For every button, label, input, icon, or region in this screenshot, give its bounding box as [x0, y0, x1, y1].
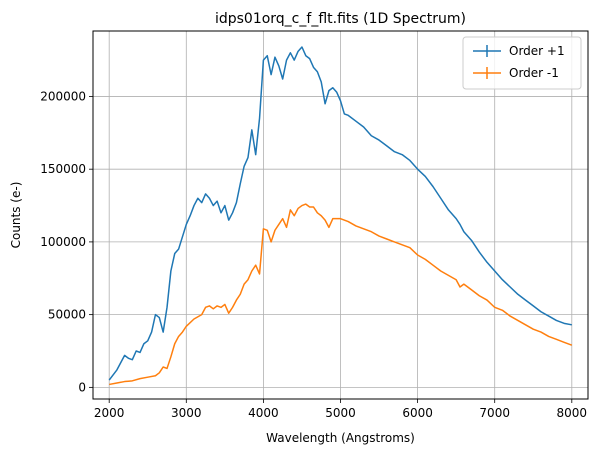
- x-tick-label: 6000: [402, 406, 433, 420]
- chart-title: idps01orq_c_f_flt.fits (1D Spectrum): [215, 11, 466, 27]
- y-axis-label: Counts (e-): [9, 182, 23, 249]
- legend-label: Order -1: [509, 66, 559, 80]
- x-tick-label: 8000: [557, 406, 588, 420]
- series-line-order-plus-1: [108, 46, 572, 381]
- y-tick-label: 50000: [48, 308, 86, 322]
- x-tick-label: 3000: [171, 406, 202, 420]
- x-axis-label: Wavelength (Angstroms): [266, 431, 415, 445]
- y-tick-label: 200000: [40, 89, 86, 103]
- y-tick-label: 150000: [40, 162, 86, 176]
- legend-box: [462, 36, 582, 90]
- axis-ticks: 2000 3000 4000 5000 6000 7000 8000 0 50000 100000…: [40, 89, 587, 420]
- legend-label: Order +1: [509, 44, 565, 58]
- series-line-order-minus-1: [109, 203, 573, 386]
- x-tick-label: 4000: [248, 406, 279, 420]
- x-tick-label: 2000: [94, 406, 125, 420]
- x-tick-label: 5000: [325, 406, 356, 420]
- y-tick-label: 0: [78, 380, 86, 394]
- legend: Order +1 Order -1: [462, 36, 582, 90]
- grid-lines: [93, 31, 588, 399]
- series-layer: [108, 46, 573, 386]
- y-tick-label: 100000: [40, 235, 86, 249]
- x-tick-label: 7000: [479, 406, 510, 420]
